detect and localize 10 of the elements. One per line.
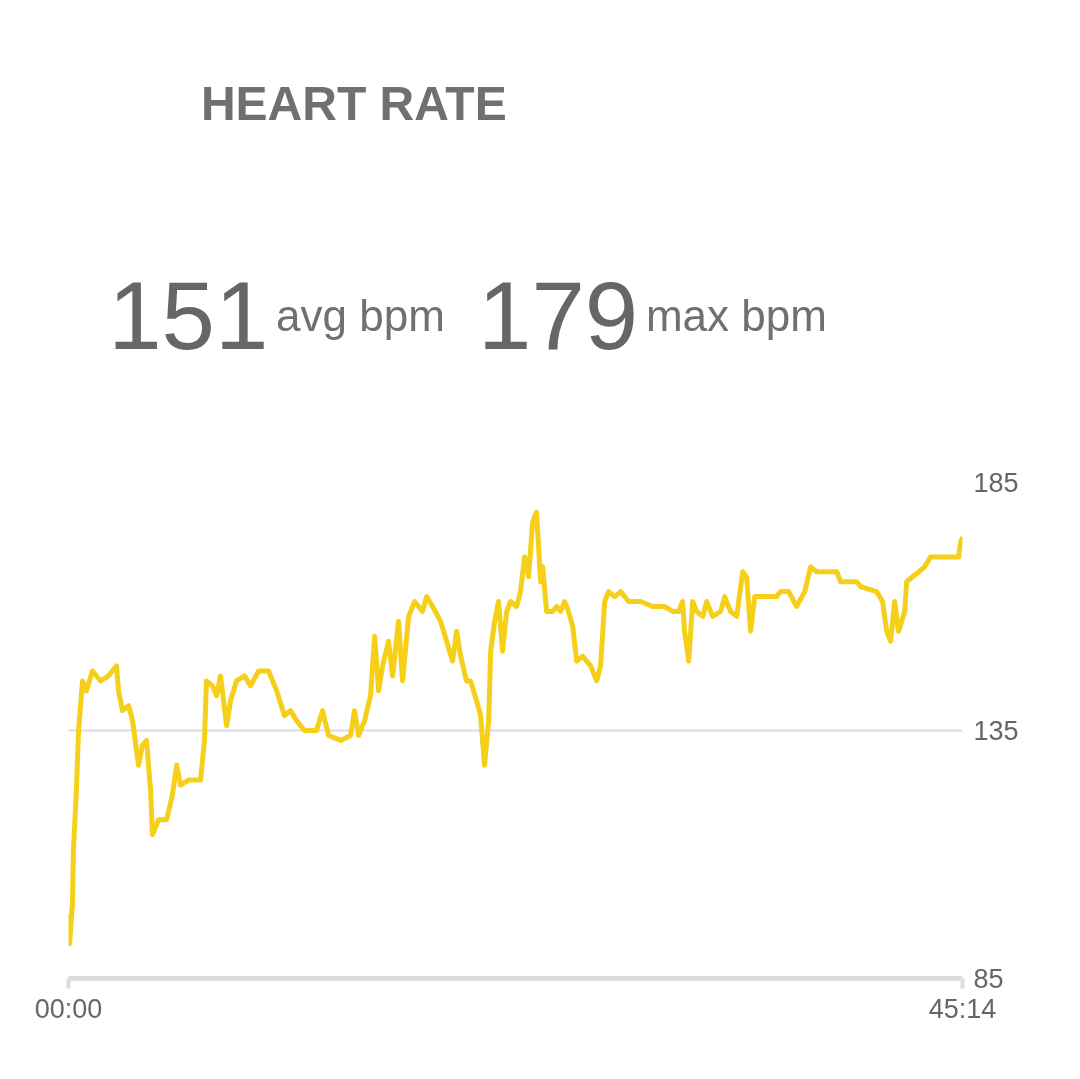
- x-tick-label: 00:00: [34, 993, 103, 1024]
- text: avg bpm: [276, 291, 445, 340]
- text: 151: [108, 262, 269, 369]
- y-tick-label: 135: [973, 716, 1019, 746]
- x-tick-label: 45:14: [928, 993, 997, 1024]
- y-tick-label: 85: [973, 964, 1004, 994]
- y-tick-label: 185: [973, 468, 1019, 498]
- chart-title: HEART RATE: [200, 77, 507, 130]
- text: 179: [478, 262, 639, 369]
- text: max bpm: [645, 291, 827, 340]
